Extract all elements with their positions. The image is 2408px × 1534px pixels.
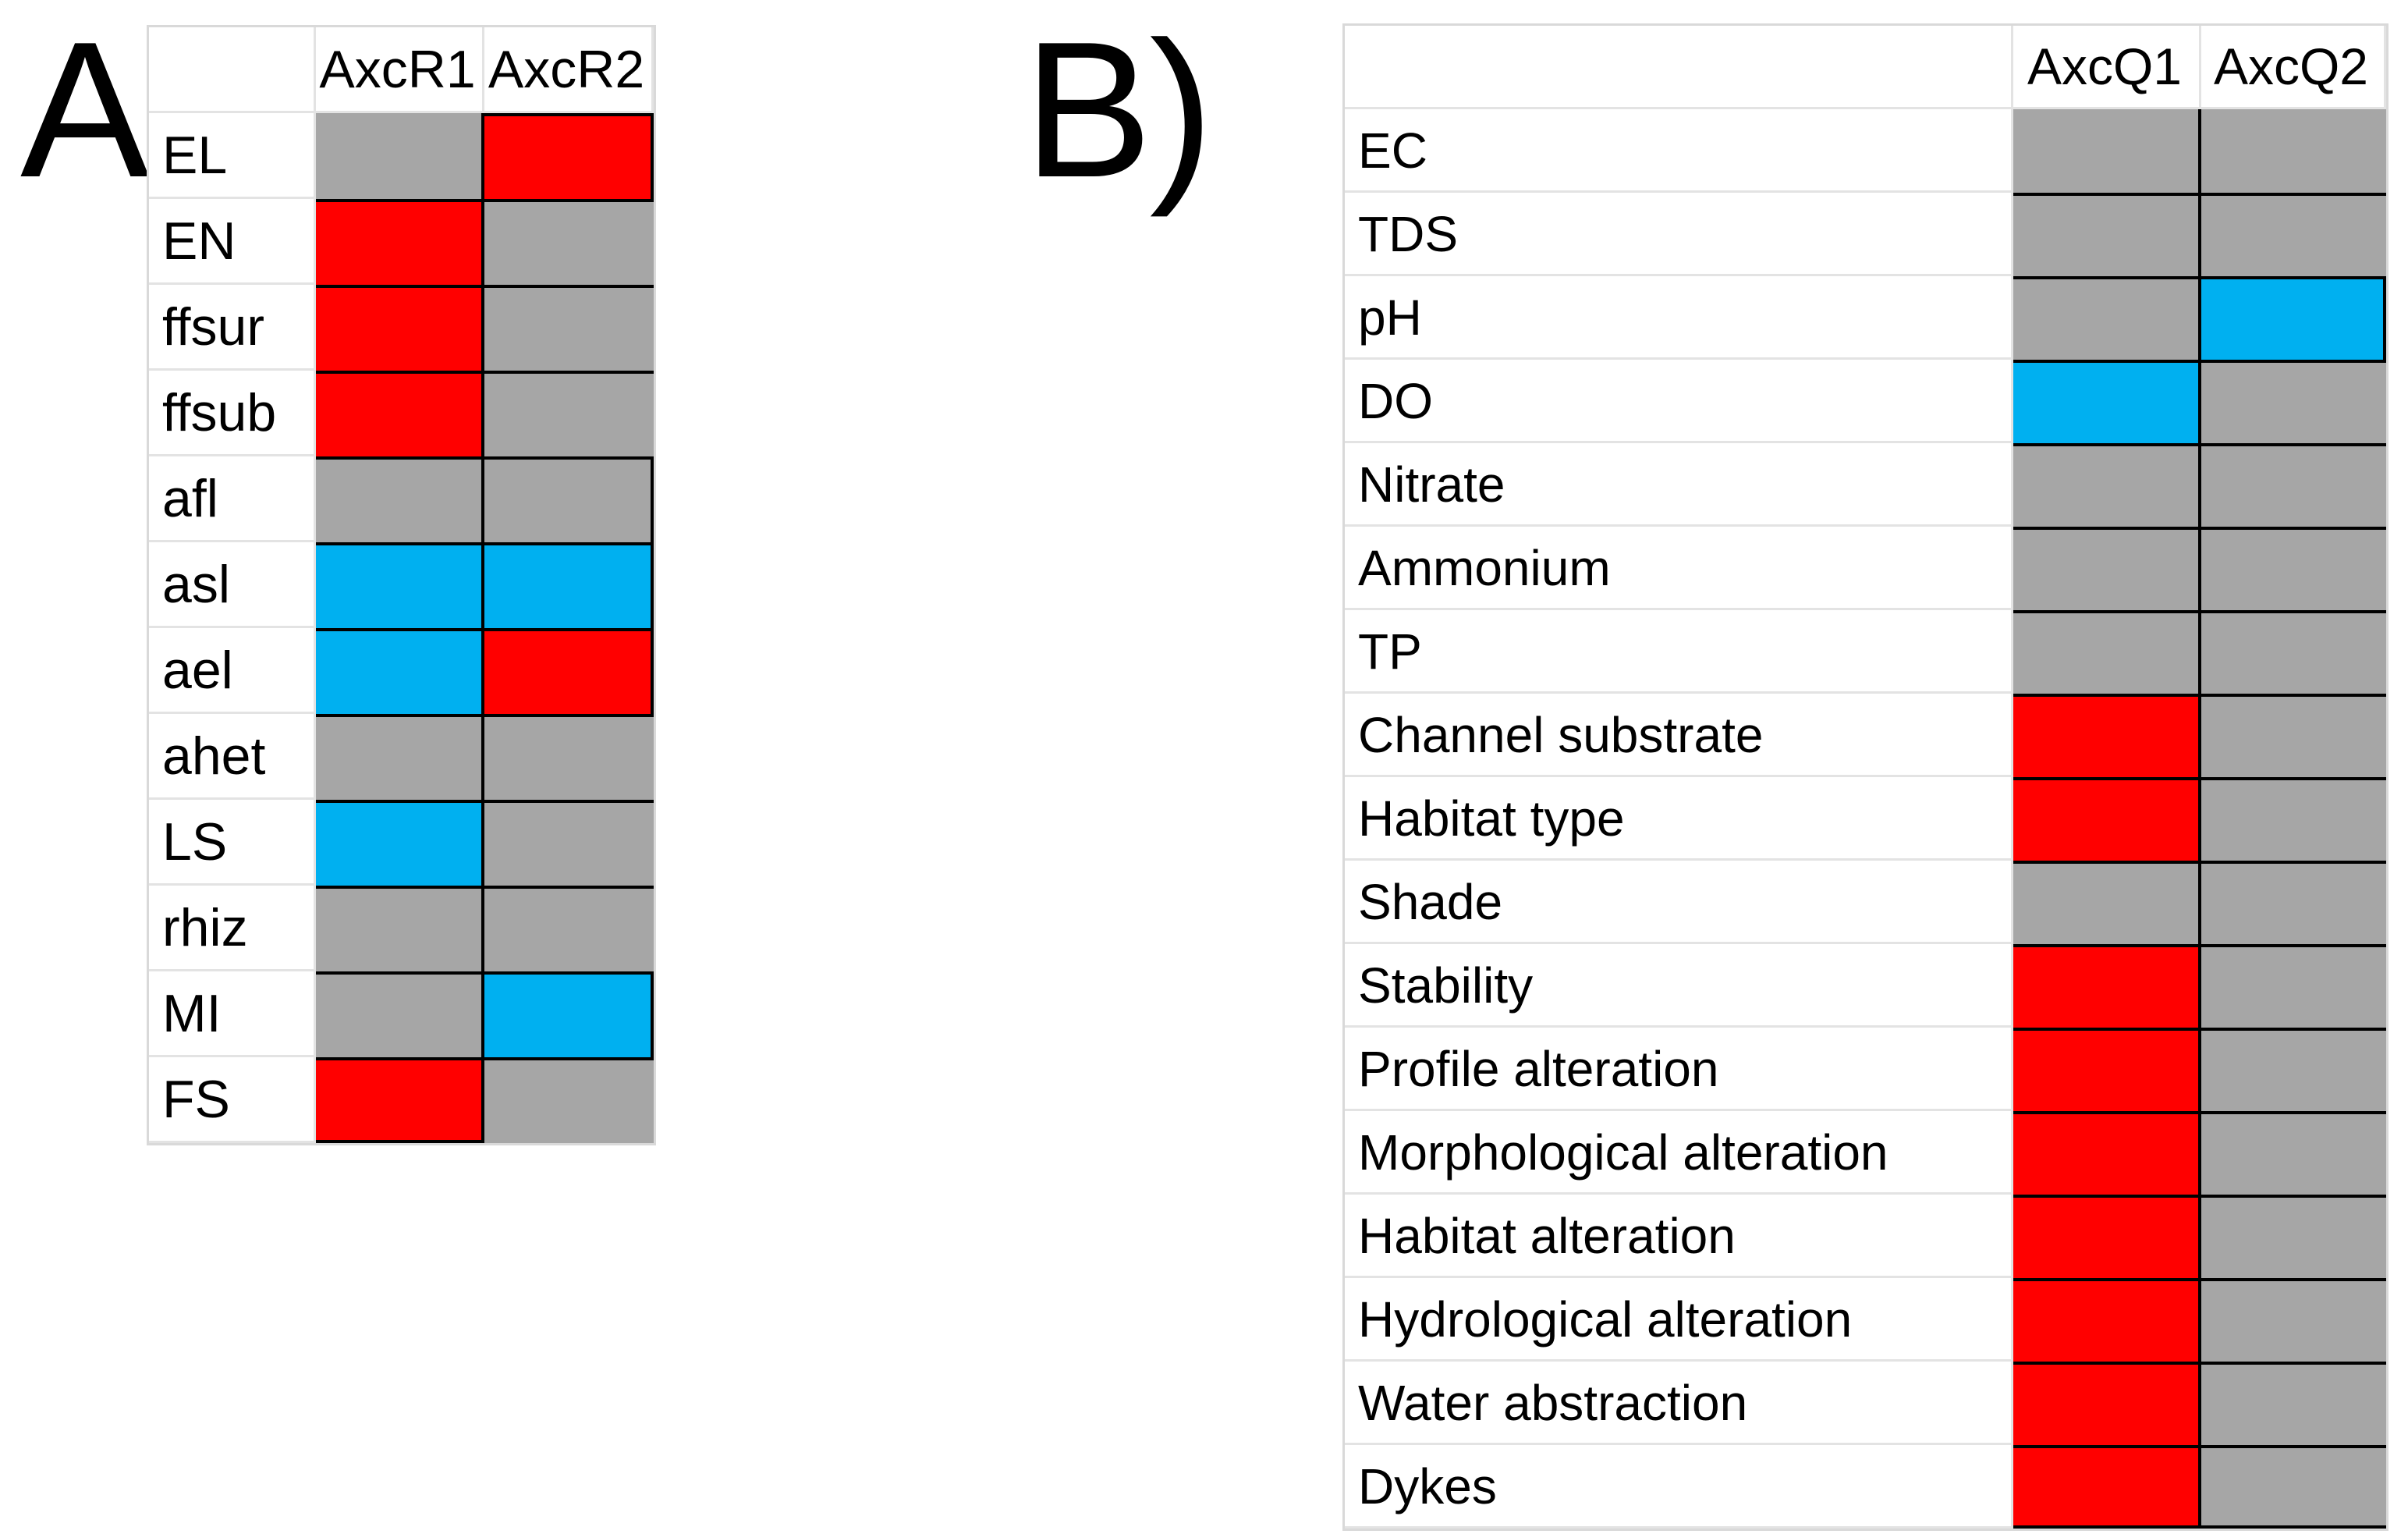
row-label-tp: TP — [1345, 610, 2013, 694]
panel-b-label: B) — [1023, 1, 1214, 218]
row-label-ahet: ahet — [149, 714, 316, 800]
row-label-water-abstraction: Water abstraction — [1345, 1362, 2013, 1445]
cell-ammonium-axcq2 — [2201, 527, 2386, 610]
row-label-ffsub: ffsub — [149, 371, 316, 456]
cell-asl-axcr2 — [484, 542, 654, 628]
row-label-ec: EC — [1345, 109, 2013, 193]
column-header-axcq1: AxcQ1 — [2013, 26, 2201, 109]
cell-morphological-alteration-axcq1 — [2013, 1111, 2201, 1195]
cell-water-abstraction-axcq2 — [2201, 1362, 2386, 1445]
row-label-channel-substrate: Channel substrate — [1345, 694, 2013, 777]
cell-ec-axcq2 — [2201, 109, 2386, 193]
row-label-shade: Shade — [1345, 861, 2013, 944]
cell-tp-axcq2 — [2201, 610, 2386, 694]
cell-rhiz-axcr2 — [484, 886, 654, 971]
cell-ffsur-axcr1 — [316, 285, 484, 371]
cell-stability-axcq1 — [2013, 944, 2201, 1028]
cell-do-axcq1 — [2013, 360, 2201, 443]
cell-dykes-axcq2 — [2201, 1445, 2386, 1529]
row-label-tds: TDS — [1345, 193, 2013, 276]
row-label-fs: FS — [149, 1057, 316, 1143]
row-label-morphological-alteration: Morphological alteration — [1345, 1111, 2013, 1195]
row-label-mi: MI — [149, 971, 316, 1057]
column-header-axcr2: AxcR2 — [484, 27, 654, 113]
cell-habitat-alteration-axcq1 — [2013, 1195, 2201, 1278]
cell-channel-substrate-axcq1 — [2013, 694, 2201, 777]
cell-ael-axcr2 — [484, 628, 654, 714]
cell-hydrological-alteration-axcq2 — [2201, 1278, 2386, 1362]
row-label-rhiz: rhiz — [149, 886, 316, 971]
cell-habitat-alteration-axcq2 — [2201, 1195, 2386, 1278]
cell-ph-axcq2 — [2201, 276, 2386, 360]
cell-ahet-axcr2 — [484, 714, 654, 800]
cell-hydrological-alteration-axcq1 — [2013, 1278, 2201, 1362]
cell-mi-axcr2 — [484, 971, 654, 1057]
table-a-grid: AxcR1 AxcR2 EL EN ffsur ffsub afl asl ael ahet LS r… — [149, 27, 654, 1143]
cell-water-abstraction-axcq1 — [2013, 1362, 2201, 1445]
row-label-dykes: Dykes — [1345, 1445, 2013, 1529]
cell-mi-axcr1 — [316, 971, 484, 1057]
table-a-corner-cell — [149, 27, 316, 113]
cell-ph-axcq1 — [2013, 276, 2201, 360]
cell-afl-axcr1 — [316, 456, 484, 542]
row-label-ph: pH — [1345, 276, 2013, 360]
row-label-ael: ael — [149, 628, 316, 714]
cell-ammonium-axcq1 — [2013, 527, 2201, 610]
table-b: AxcQ1 AxcQ2 EC TDS pH DO Nitrate Ammonium TP Chan… — [1342, 23, 2388, 1531]
row-label-habitat-type: Habitat type — [1345, 777, 2013, 861]
cell-rhiz-axcr1 — [316, 886, 484, 971]
cell-el-axcr2 — [484, 113, 654, 199]
cell-habitat-type-axcq2 — [2201, 777, 2386, 861]
row-label-asl: asl — [149, 542, 316, 628]
row-label-stability: Stability — [1345, 944, 2013, 1028]
row-label-en: EN — [149, 199, 316, 285]
cell-tp-axcq1 — [2013, 610, 2201, 694]
cell-ael-axcr1 — [316, 628, 484, 714]
cell-do-axcq2 — [2201, 360, 2386, 443]
table-b-corner-cell — [1345, 26, 2013, 109]
cell-morphological-alteration-axcq2 — [2201, 1111, 2386, 1195]
table-a: AxcR1 AxcR2 EL EN ffsur ffsub afl asl ael ahet LS r… — [147, 25, 656, 1145]
cell-nitrate-axcq2 — [2201, 443, 2386, 527]
table-b-grid: AxcQ1 AxcQ2 EC TDS pH DO Nitrate Ammonium TP Chan… — [1345, 26, 2386, 1529]
row-label-hydrological-alteration: Hydrological alteration — [1345, 1278, 2013, 1362]
cell-tds-axcq2 — [2201, 193, 2386, 276]
cell-fs-axcr2 — [484, 1057, 654, 1143]
column-header-axcq2: AxcQ2 — [2201, 26, 2386, 109]
cell-ls-axcr2 — [484, 800, 654, 886]
cell-afl-axcr2 — [484, 456, 654, 542]
cell-ffsub-axcr1 — [316, 371, 484, 456]
cell-tds-axcq1 — [2013, 193, 2201, 276]
cell-shade-axcq1 — [2013, 861, 2201, 944]
cell-ahet-axcr1 — [316, 714, 484, 800]
row-label-do: DO — [1345, 360, 2013, 443]
row-label-ls: LS — [149, 800, 316, 886]
row-label-profile-alteration: Profile alteration — [1345, 1028, 2013, 1111]
row-label-ammonium: Ammonium — [1345, 527, 2013, 610]
row-label-nitrate: Nitrate — [1345, 443, 2013, 527]
cell-profile-alteration-axcq2 — [2201, 1028, 2386, 1111]
cell-dykes-axcq1 — [2013, 1445, 2201, 1529]
cell-en-axcr1 — [316, 199, 484, 285]
cell-ffsub-axcr2 — [484, 371, 654, 456]
row-label-habitat-alteration: Habitat alteration — [1345, 1195, 2013, 1278]
cell-ls-axcr1 — [316, 800, 484, 886]
column-header-axcr1: AxcR1 — [316, 27, 484, 113]
cell-profile-alteration-axcq1 — [2013, 1028, 2201, 1111]
cell-channel-substrate-axcq2 — [2201, 694, 2386, 777]
cell-stability-axcq2 — [2201, 944, 2386, 1028]
cell-ffsur-axcr2 — [484, 285, 654, 371]
row-label-ffsur: ffsur — [149, 285, 316, 371]
cell-shade-axcq2 — [2201, 861, 2386, 944]
cell-ec-axcq1 — [2013, 109, 2201, 193]
row-label-afl: afl — [149, 456, 316, 542]
cell-nitrate-axcq1 — [2013, 443, 2201, 527]
row-label-el: EL — [149, 113, 316, 199]
cell-fs-axcr1 — [316, 1057, 484, 1143]
cell-el-axcr1 — [316, 113, 484, 199]
cell-asl-axcr1 — [316, 542, 484, 628]
cell-habitat-type-axcq1 — [2013, 777, 2201, 861]
cell-en-axcr2 — [484, 199, 654, 285]
